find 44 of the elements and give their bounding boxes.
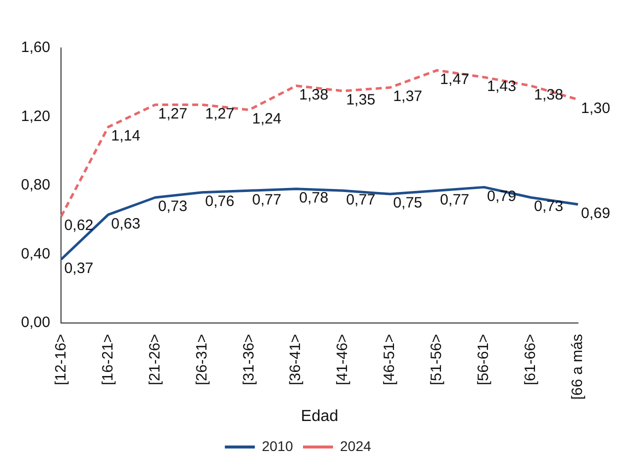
y-tick-label: 1,20 [20,108,50,125]
x-tick-label: [41-46> [334,334,352,386]
x-tick-label: [21-26> [146,334,164,386]
y-tick-label: 0,00 [20,314,50,332]
legend-label: 2010 [262,438,294,454]
x-axis-title: Edad [300,408,338,425]
data-label: 0,63 [111,215,140,232]
x-tick-label: [12-16> [52,334,70,386]
data-label: 1,14 [111,128,140,145]
data-label: 0,62 [64,217,94,234]
data-label: 0,76 [205,192,234,210]
y-tick-label: 1,60 [20,39,50,56]
data-label: 1,43 [487,78,516,95]
x-tick-label: [16-21> [99,334,116,386]
x-tick-label: [51-56> [428,334,446,386]
data-label: 0,77 [252,191,282,208]
data-label: 1,38 [299,86,328,104]
data-label: 0,75 [393,194,422,212]
x-tick-label: [61-66> [522,334,540,386]
data-label: 1,30 [581,100,610,118]
legend-label: 2024 [340,438,372,454]
data-label: 1,47 [440,70,470,88]
x-tick-label: [31-36> [240,334,258,386]
data-label: 1,38 [534,86,564,104]
data-label: 1,37 [393,88,422,106]
x-tick-label: [56-61> [475,334,492,386]
data-label: 0,73 [158,198,188,216]
y-tick-label: 0,80 [20,176,50,194]
y-tick-label: 0,40 [20,245,50,262]
data-label: 1,27 [158,105,188,122]
data-label: 0,73 [534,198,564,216]
data-label: 0,69 [581,205,610,222]
data-label: 0,77 [346,191,376,208]
x-tick-label: [26-31> [193,334,210,386]
x-tick-label: [66 a más [569,334,586,400]
data-label: 1,24 [252,110,282,128]
data-label: 1,27 [205,105,234,122]
data-label: 0,77 [440,191,470,208]
data-label: 0,37 [64,260,94,277]
data-label: 0,78 [299,190,328,207]
x-tick-label: [46-51> [381,334,398,386]
data-label: 1,35 [346,92,376,109]
x-tick-label: [36-41> [287,334,304,386]
data-label: 0,79 [487,188,516,205]
